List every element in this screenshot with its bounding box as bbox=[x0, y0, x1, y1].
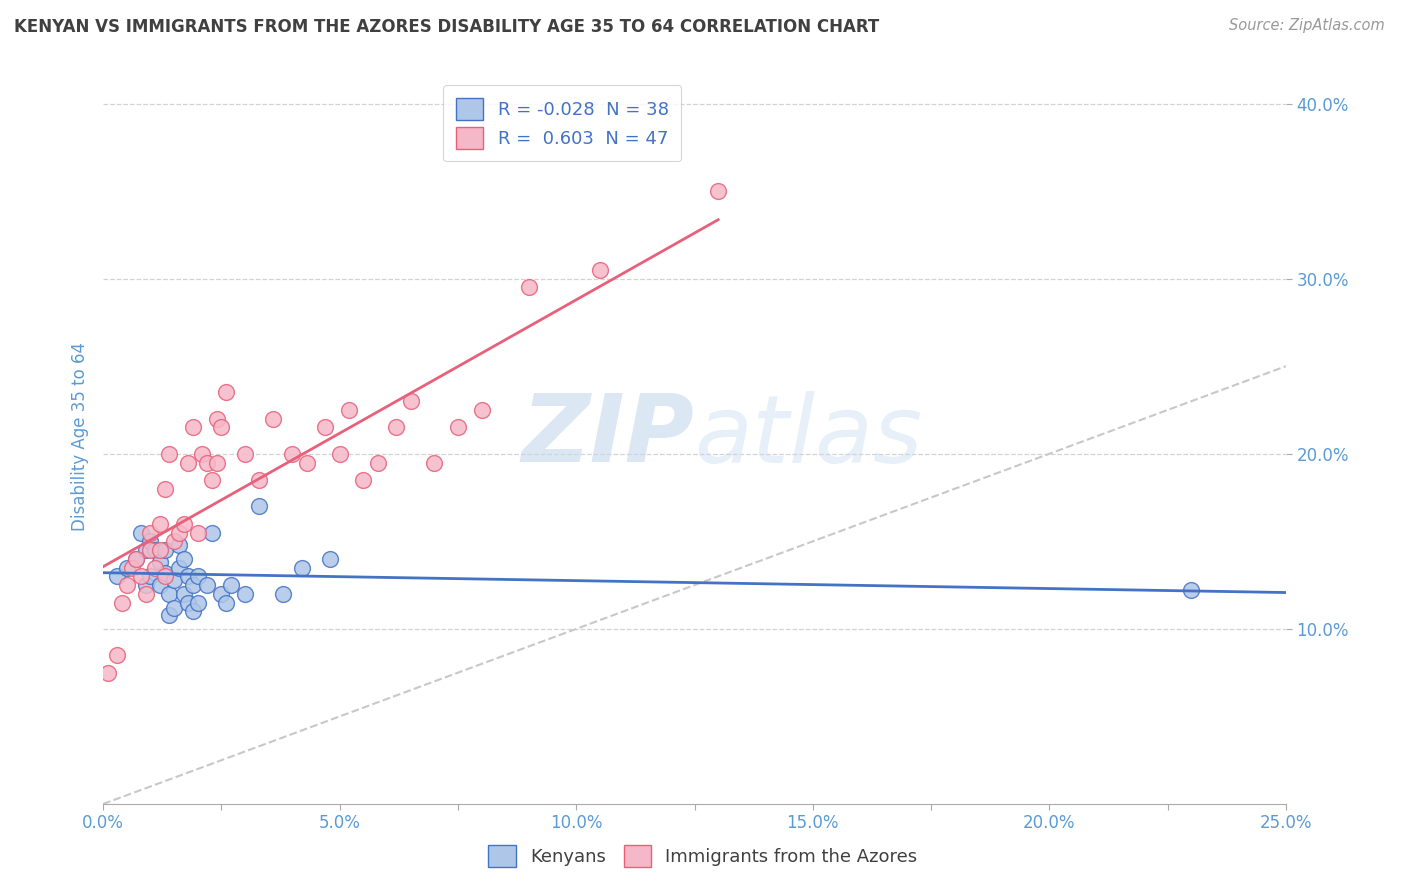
Point bbox=[115, 578, 138, 592]
Point bbox=[135, 587, 157, 601]
Point bbox=[205, 411, 228, 425]
Point bbox=[153, 569, 176, 583]
Point bbox=[149, 578, 172, 592]
Point bbox=[517, 280, 540, 294]
Point bbox=[205, 456, 228, 470]
Point bbox=[153, 543, 176, 558]
Point bbox=[157, 607, 180, 622]
Point bbox=[209, 587, 232, 601]
Point bbox=[447, 420, 470, 434]
Point bbox=[319, 551, 342, 566]
Point bbox=[219, 578, 242, 592]
Point bbox=[181, 604, 204, 618]
Point bbox=[149, 543, 172, 558]
Point bbox=[209, 420, 232, 434]
Point bbox=[1180, 583, 1202, 598]
Point bbox=[201, 525, 224, 540]
Point bbox=[105, 569, 128, 583]
Point bbox=[315, 420, 337, 434]
Point bbox=[105, 648, 128, 662]
Point bbox=[215, 385, 238, 400]
Point bbox=[187, 525, 209, 540]
Point bbox=[143, 560, 166, 574]
Y-axis label: Disability Age 35 to 64: Disability Age 35 to 64 bbox=[72, 342, 89, 531]
Point bbox=[215, 596, 238, 610]
Point bbox=[589, 263, 612, 277]
Point bbox=[153, 482, 176, 496]
Legend: Kenyans, Immigrants from the Azores: Kenyans, Immigrants from the Azores bbox=[481, 838, 925, 874]
Point bbox=[367, 456, 389, 470]
Point bbox=[149, 516, 172, 531]
Point bbox=[167, 525, 190, 540]
Point bbox=[291, 560, 314, 574]
Point bbox=[352, 473, 374, 487]
Point bbox=[173, 516, 195, 531]
Point bbox=[157, 447, 180, 461]
Point bbox=[247, 473, 270, 487]
Point bbox=[262, 411, 284, 425]
Point bbox=[135, 543, 157, 558]
Point bbox=[115, 560, 138, 574]
Point bbox=[707, 184, 730, 198]
Point bbox=[201, 473, 224, 487]
Point bbox=[281, 447, 304, 461]
Point bbox=[143, 543, 166, 558]
Point bbox=[139, 569, 162, 583]
Point bbox=[157, 587, 180, 601]
Point bbox=[153, 566, 176, 580]
Point bbox=[329, 447, 352, 461]
Point bbox=[233, 587, 256, 601]
Point bbox=[195, 578, 218, 592]
Point bbox=[295, 456, 318, 470]
Point bbox=[399, 394, 422, 409]
Point bbox=[191, 447, 214, 461]
Point bbox=[129, 525, 152, 540]
Text: Source: ZipAtlas.com: Source: ZipAtlas.com bbox=[1229, 18, 1385, 33]
Point bbox=[167, 538, 190, 552]
Point bbox=[129, 569, 152, 583]
Point bbox=[125, 551, 148, 566]
Point bbox=[173, 551, 195, 566]
Point bbox=[187, 569, 209, 583]
Point bbox=[121, 560, 143, 574]
Point bbox=[167, 560, 190, 574]
Point bbox=[139, 534, 162, 549]
Point bbox=[97, 665, 120, 680]
Point bbox=[173, 587, 195, 601]
Point bbox=[163, 573, 186, 587]
Point bbox=[125, 551, 148, 566]
Point bbox=[233, 447, 256, 461]
Point bbox=[247, 500, 270, 514]
Legend: R = -0.028  N = 38, R =  0.603  N = 47: R = -0.028 N = 38, R = 0.603 N = 47 bbox=[443, 85, 681, 161]
Point bbox=[385, 420, 408, 434]
Point bbox=[139, 543, 162, 558]
Point bbox=[111, 596, 134, 610]
Text: ZIP: ZIP bbox=[522, 391, 695, 483]
Point bbox=[177, 569, 200, 583]
Point bbox=[181, 420, 204, 434]
Text: atlas: atlas bbox=[695, 391, 922, 482]
Point bbox=[139, 525, 162, 540]
Point bbox=[163, 600, 186, 615]
Point bbox=[271, 587, 294, 601]
Point bbox=[181, 578, 204, 592]
Point bbox=[177, 456, 200, 470]
Point bbox=[187, 596, 209, 610]
Point bbox=[471, 403, 494, 417]
Text: KENYAN VS IMMIGRANTS FROM THE AZORES DISABILITY AGE 35 TO 64 CORRELATION CHART: KENYAN VS IMMIGRANTS FROM THE AZORES DIS… bbox=[14, 18, 879, 36]
Point bbox=[195, 456, 218, 470]
Point bbox=[177, 596, 200, 610]
Point bbox=[163, 534, 186, 549]
Point bbox=[423, 456, 446, 470]
Point bbox=[337, 403, 360, 417]
Point bbox=[135, 578, 157, 592]
Point bbox=[149, 555, 172, 569]
